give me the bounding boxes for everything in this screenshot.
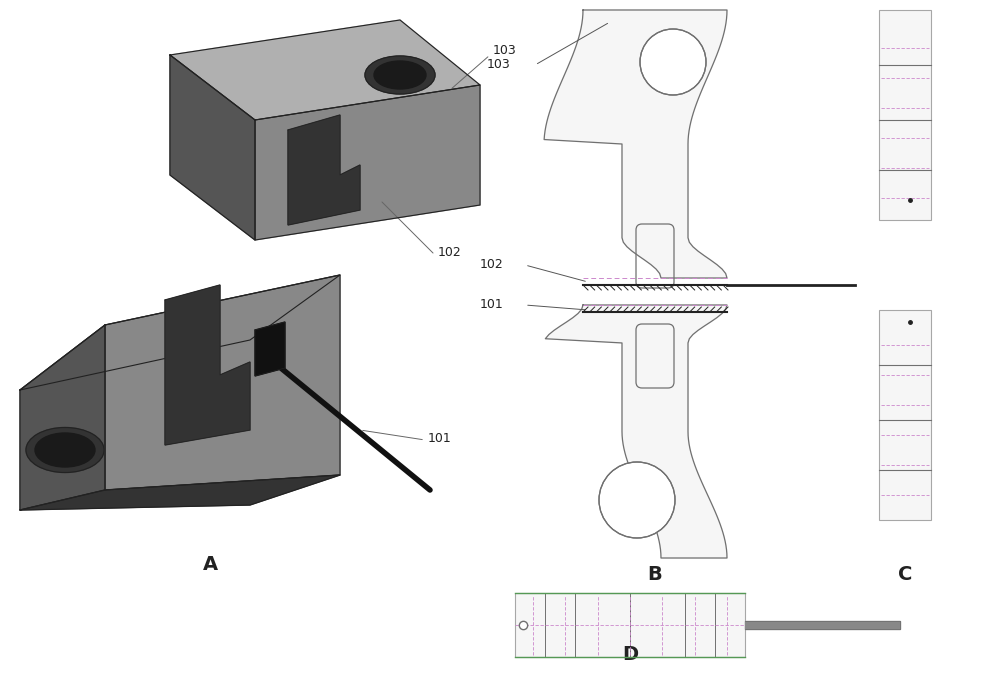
Ellipse shape [365, 56, 435, 94]
Text: C: C [898, 565, 912, 584]
Polygon shape [20, 325, 105, 510]
Text: 103: 103 [487, 59, 511, 71]
Polygon shape [544, 10, 727, 278]
Polygon shape [255, 85, 480, 240]
Text: 101: 101 [428, 431, 452, 445]
Polygon shape [105, 275, 340, 490]
Text: A: A [202, 555, 218, 574]
Text: D: D [622, 645, 638, 664]
Polygon shape [255, 322, 285, 376]
Circle shape [599, 462, 675, 538]
Ellipse shape [26, 428, 104, 473]
Text: 102: 102 [438, 247, 462, 259]
Polygon shape [170, 20, 480, 120]
Bar [879, 10, 931, 220]
Polygon shape [20, 475, 340, 510]
Circle shape [640, 29, 706, 95]
Bar [879, 310, 931, 520]
Ellipse shape [374, 61, 426, 89]
Polygon shape [288, 115, 360, 225]
Text: B: B [648, 565, 662, 584]
Ellipse shape [35, 433, 95, 467]
Polygon shape [170, 55, 255, 240]
Polygon shape [20, 275, 340, 390]
Polygon shape [745, 621, 900, 629]
Text: 103: 103 [493, 43, 517, 57]
Polygon shape [545, 305, 727, 558]
Bar [515, 593, 745, 657]
Polygon shape [165, 285, 250, 445]
Text: 101: 101 [480, 298, 504, 312]
Text: 102: 102 [480, 259, 504, 271]
